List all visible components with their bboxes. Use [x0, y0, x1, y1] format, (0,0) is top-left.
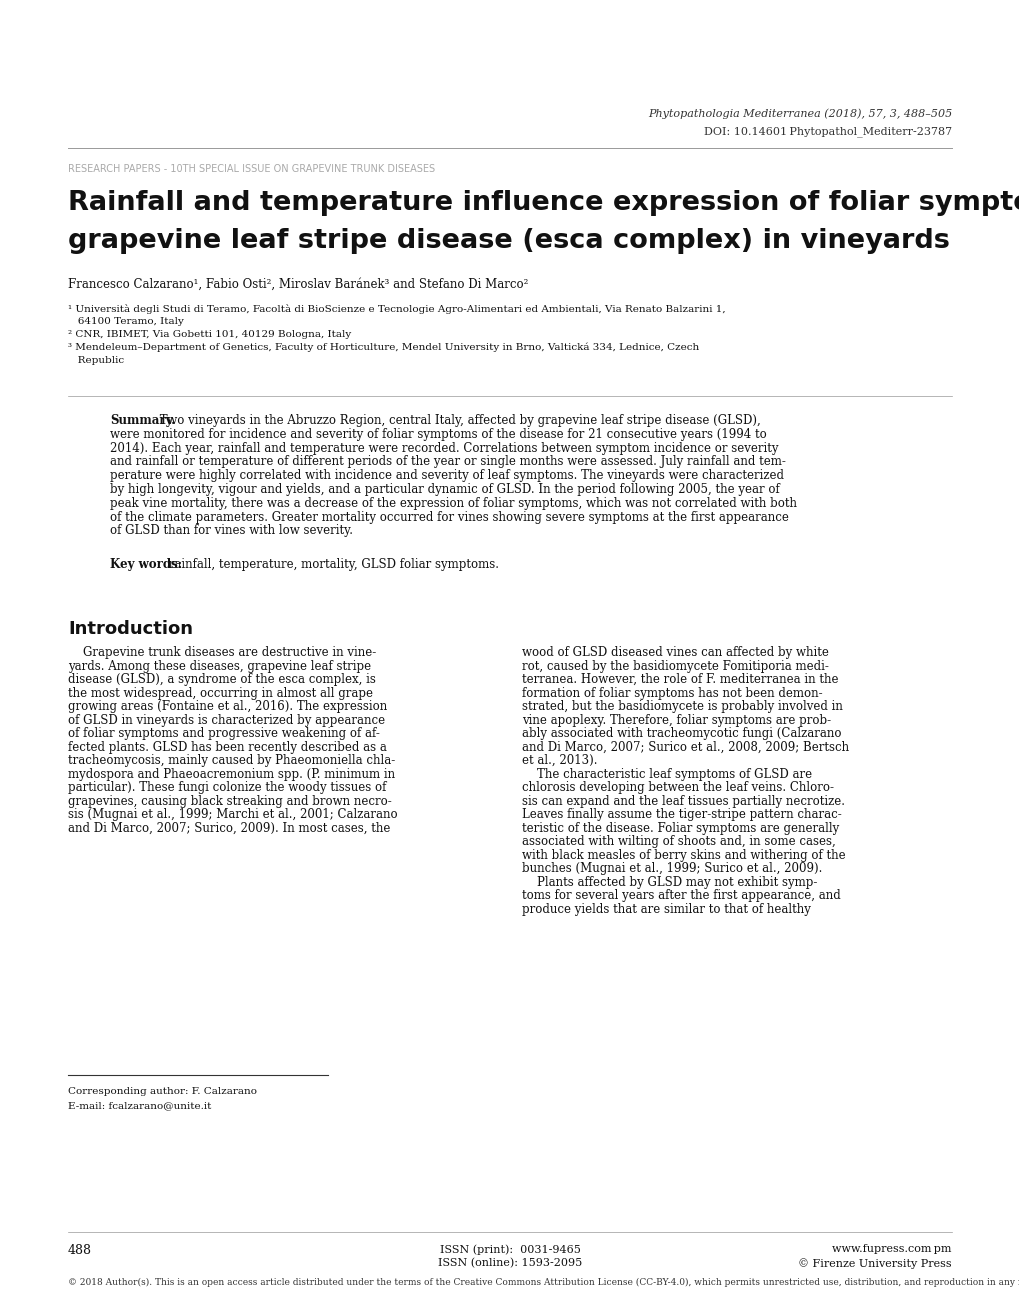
Text: ² CNR, IBIMET, Via Gobetti 101, 40129 Bologna, Italy: ² CNR, IBIMET, Via Gobetti 101, 40129 Bo… [68, 330, 351, 340]
Text: Republic: Republic [68, 357, 124, 364]
Text: grapevine leaf stripe disease (esca complex) in vineyards: grapevine leaf stripe disease (esca comp… [68, 228, 949, 254]
Text: E-mail: fcalzarano@unite.it: E-mail: fcalzarano@unite.it [68, 1101, 211, 1110]
Text: of foliar symptoms and progressive weakening of af-: of foliar symptoms and progressive weake… [68, 728, 379, 741]
Text: growing areas (Fontaine et al., 2016). The expression: growing areas (Fontaine et al., 2016). T… [68, 700, 387, 713]
Text: DOI: 10.14601 Phytopathol_Mediterr-23787: DOI: 10.14601 Phytopathol_Mediterr-23787 [703, 126, 951, 136]
Text: were monitored for incidence and severity of foliar symptoms of the disease for : were monitored for incidence and severit… [110, 427, 766, 440]
Text: of GLSD in vineyards is characterized by appearance: of GLSD in vineyards is characterized by… [68, 713, 385, 726]
Text: produce yields that are similar to that of healthy: produce yields that are similar to that … [522, 903, 810, 915]
Text: tracheomycosis, mainly caused by Phaeomoniella chla-: tracheomycosis, mainly caused by Phaeomo… [68, 754, 395, 767]
Text: 488: 488 [68, 1244, 92, 1257]
Text: and rainfall or temperature of different periods of the year or single months we: and rainfall or temperature of different… [110, 455, 785, 468]
Text: www.fupress.com pm: www.fupress.com pm [832, 1244, 951, 1255]
Text: © 2018 Author(s). This is an open access article distributed under the terms of : © 2018 Author(s). This is an open access… [68, 1278, 1019, 1287]
Text: grapevines, causing black streaking and brown necro-: grapevines, causing black streaking and … [68, 794, 391, 808]
Text: bunches (Mugnai et al., 1999; Surico et al., 2009).: bunches (Mugnai et al., 1999; Surico et … [522, 863, 821, 876]
Text: by high longevity, vigour and yields, and a particular dynamic of GLSD. In the p: by high longevity, vigour and yields, an… [110, 482, 779, 496]
Text: disease (GLSD), a syndrome of the esca complex, is: disease (GLSD), a syndrome of the esca c… [68, 674, 376, 686]
Text: Two vineyards in the Abruzzo Region, central Italy, affected by grapevine leaf s: Two vineyards in the Abruzzo Region, cen… [156, 414, 760, 427]
Text: formation of foliar symptoms has not been demon-: formation of foliar symptoms has not bee… [522, 687, 821, 700]
Text: associated with wilting of shoots and, in some cases,: associated with wilting of shoots and, i… [522, 835, 835, 848]
Text: ¹ Università degli Studi di Teramo, Facoltà di BioScienze e Tecnologie Agro-Alim: ¹ Università degli Studi di Teramo, Faco… [68, 304, 725, 313]
Text: Introduction: Introduction [68, 620, 193, 638]
Text: RESEARCH PAPERS - 10TH SPECIAL ISSUE ON GRAPEVINE TRUNK DISEASES: RESEARCH PAPERS - 10TH SPECIAL ISSUE ON … [68, 164, 435, 174]
Text: 2014). Each year, rainfall and temperature were recorded. Correlations between s: 2014). Each year, rainfall and temperatu… [110, 442, 777, 455]
Text: Francesco Calzarano¹, Fabio Osti², Miroslav Baránek³ and Stefano Di Marco²: Francesco Calzarano¹, Fabio Osti², Miros… [68, 278, 528, 291]
Text: teristic of the disease. Foliar symptoms are generally: teristic of the disease. Foliar symptoms… [522, 822, 839, 835]
Text: of the climate parameters. Greater mortality occurred for vines showing severe s: of the climate parameters. Greater morta… [110, 510, 788, 523]
Text: wood of GLSD diseased vines can affected by white: wood of GLSD diseased vines can affected… [522, 646, 828, 659]
Text: with black measles of berry skins and withering of the: with black measles of berry skins and wi… [522, 848, 845, 861]
Text: yards. Among these diseases, grapevine leaf stripe: yards. Among these diseases, grapevine l… [68, 659, 371, 673]
Text: strated, but the basidiomycete is probably involved in: strated, but the basidiomycete is probab… [522, 700, 842, 713]
Text: fected plants. GLSD has been recently described as a: fected plants. GLSD has been recently de… [68, 741, 386, 754]
Text: The characteristic leaf symptoms of GLSD are: The characteristic leaf symptoms of GLSD… [522, 768, 811, 780]
Text: Corresponding author: F. Calzarano: Corresponding author: F. Calzarano [68, 1087, 257, 1096]
Text: sis can expand and the leaf tissues partially necrotize.: sis can expand and the leaf tissues part… [522, 794, 844, 808]
Text: of GLSD than for vines with low severity.: of GLSD than for vines with low severity… [110, 524, 353, 538]
Text: toms for several years after the first appearance, and: toms for several years after the first a… [522, 889, 840, 902]
Text: et al., 2013).: et al., 2013). [522, 754, 597, 767]
Text: perature were highly correlated with incidence and severity of leaf symptoms. Th: perature were highly correlated with inc… [110, 469, 784, 482]
Text: ably associated with tracheomycotic fungi (Calzarano: ably associated with tracheomycotic fung… [522, 728, 841, 741]
Text: mydospora and Phaeoacremonium spp. (P. minimum in: mydospora and Phaeoacremonium spp. (P. m… [68, 768, 394, 780]
Text: particular). These fungi colonize the woody tissues of: particular). These fungi colonize the wo… [68, 781, 386, 794]
Text: peak vine mortality, there was a decrease of the expression of foliar symptoms, : peak vine mortality, there was a decreas… [110, 497, 796, 510]
Text: ³ Mendeleum–Department of Genetics, Faculty of Horticulture, Mendel University i: ³ Mendeleum–Department of Genetics, Facu… [68, 343, 699, 353]
Text: ISSN (online): 1593-2095: ISSN (online): 1593-2095 [437, 1259, 582, 1268]
Text: Summary.: Summary. [110, 414, 175, 427]
Text: sis (Mugnai et al., 1999; Marchi et al., 2001; Calzarano: sis (Mugnai et al., 1999; Marchi et al.,… [68, 808, 397, 821]
Text: Plants affected by GLSD may not exhibit symp-: Plants affected by GLSD may not exhibit … [522, 876, 816, 889]
Text: and Di Marco, 2007; Surico et al., 2008, 2009; Bertsch: and Di Marco, 2007; Surico et al., 2008,… [522, 741, 848, 754]
Text: Rainfall and temperature influence expression of foliar symptoms of: Rainfall and temperature influence expre… [68, 190, 1019, 216]
Text: rainfall, temperature, mortality, GLSD foliar symptoms.: rainfall, temperature, mortality, GLSD f… [165, 558, 498, 572]
Text: Leaves finally assume the tiger-stripe pattern charac-: Leaves finally assume the tiger-stripe p… [522, 808, 841, 821]
Text: Phytopathologia Mediterranea (2018), 57, 3, 488–505: Phytopathologia Mediterranea (2018), 57,… [647, 108, 951, 118]
Text: © Firenze University Press: © Firenze University Press [798, 1259, 951, 1269]
Text: and Di Marco, 2007; Surico, 2009). In most cases, the: and Di Marco, 2007; Surico, 2009). In mo… [68, 822, 390, 835]
Text: ISSN (print):  0031-9465: ISSN (print): 0031-9465 [439, 1244, 580, 1255]
Text: Grapevine trunk diseases are destructive in vine-: Grapevine trunk diseases are destructive… [68, 646, 376, 659]
Text: terranea. However, the role of F. mediterranea in the: terranea. However, the role of F. medite… [522, 674, 838, 686]
Text: rot, caused by the basidiomycete Fomitiporia medi-: rot, caused by the basidiomycete Fomitip… [522, 659, 828, 673]
Text: the most widespread, occurring in almost all grape: the most widespread, occurring in almost… [68, 687, 373, 700]
Text: vine apoplexy. Therefore, foliar symptoms are prob-: vine apoplexy. Therefore, foliar symptom… [522, 713, 830, 726]
Text: Key words:: Key words: [110, 558, 182, 572]
Text: chlorosis developing between the leaf veins. Chloro-: chlorosis developing between the leaf ve… [522, 781, 834, 794]
Text: 64100 Teramo, Italy: 64100 Teramo, Italy [68, 317, 183, 326]
